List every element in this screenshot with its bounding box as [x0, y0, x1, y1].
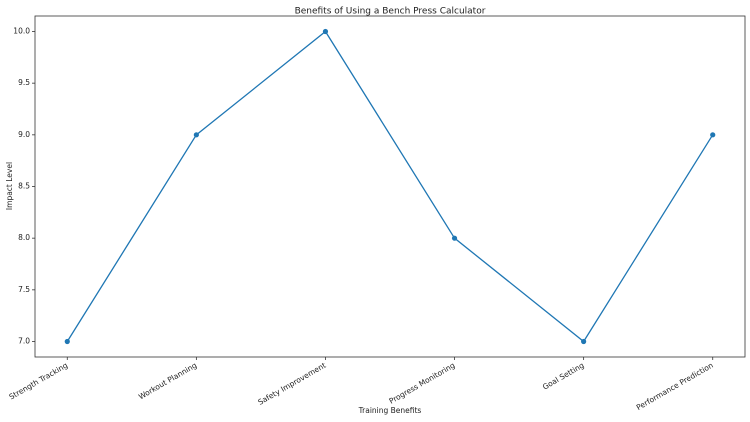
- x-tick-label: Progress Monitoring: [388, 361, 457, 406]
- data-point: [64, 338, 70, 345]
- x-axis-label: Training Benefits: [358, 406, 422, 415]
- x-tick-label: Strength Tracking: [8, 361, 70, 402]
- data-point: [193, 132, 199, 138]
- y-axis-label: Impact Level: [5, 162, 14, 210]
- data-line: [66, 30, 714, 343]
- y-tick-label: 8.0: [18, 233, 30, 242]
- data-point: [581, 338, 587, 345]
- x-tick-label: Safety Improvement: [256, 361, 327, 407]
- data-point: [451, 235, 458, 241]
- plot-frame: [34, 15, 746, 358]
- y-tick-label: 9.5: [18, 78, 30, 87]
- y-tick-label: 7.5: [18, 285, 30, 294]
- y-tick-label: 7.0: [18, 337, 30, 346]
- x-tick-label: Performance Prediction: [635, 361, 715, 413]
- y-tick-label: 8.5: [18, 182, 30, 191]
- x-tick-label: Workout Planning: [137, 361, 199, 402]
- data-point: [710, 132, 716, 138]
- chart-title: Benefits of Using a Bench Press Calculat…: [295, 7, 486, 17]
- y-tick-label: 9.0: [18, 130, 30, 139]
- x-tick-label: Goal Setting: [541, 361, 586, 392]
- data-point: [322, 28, 329, 35]
- y-tick-label: 10.0: [13, 27, 30, 36]
